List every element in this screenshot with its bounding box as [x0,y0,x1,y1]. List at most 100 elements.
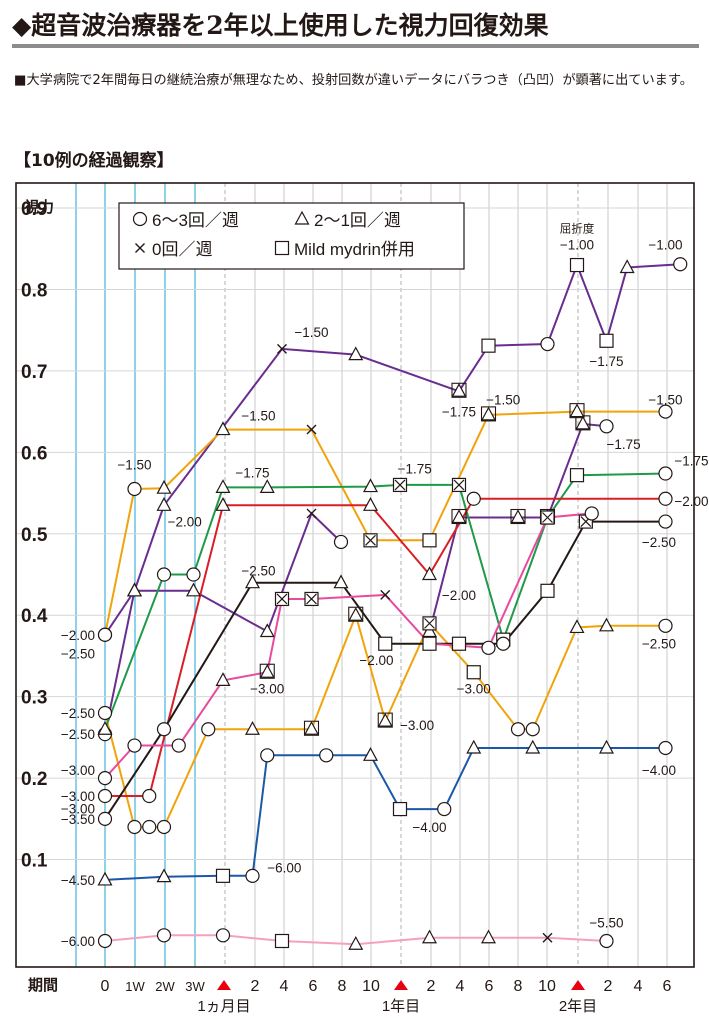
x-tick-label: 6 [663,978,672,995]
data-point [348,935,364,950]
cross-marker [542,932,553,943]
circle-marker [658,618,673,633]
data-point [658,404,673,419]
square-marker [422,636,437,651]
triangle-marker [569,403,585,418]
cross-marker [276,593,288,605]
refraction-label: −3.00 [400,718,434,733]
data-point [598,617,615,632]
cross-marker [394,479,406,491]
page-title: ◆超音波治療器を2年以上使用した視力回復効果 [12,11,549,40]
triangle-marker [156,497,172,511]
square-marker [378,636,393,651]
triangle-marker [348,346,364,361]
refraction-label: −2.00 [168,515,202,530]
legend-entry-label: 6～3回／週 [152,211,239,230]
data-point [510,508,526,525]
data-point [466,491,481,506]
triangle-marker [451,509,467,524]
triangle-marker [294,210,310,225]
circle-marker [156,928,172,943]
data-point [215,421,231,436]
data-point [380,589,391,600]
data-point [97,627,113,642]
square-marker [377,712,393,728]
triangle-marker [525,739,541,754]
data-point [185,582,202,597]
cross-marker [424,617,435,629]
triangle-marker [569,619,585,634]
square-marker [274,240,290,256]
data-point [496,636,511,651]
data-point [274,933,290,949]
circle-marker [186,567,201,582]
triangle-marker [97,871,113,886]
circle-marker [127,481,142,497]
data-point [303,720,320,736]
refraction-label: −2.50 [241,563,275,578]
data-point [362,747,379,761]
triangle-marker [215,672,231,686]
data-point [421,623,438,638]
data-point [392,477,408,493]
refraction-label: −2.50 [642,637,676,652]
refraction-label: −2.00 [674,494,708,509]
data-point [156,497,172,511]
x-tick-label: 8 [514,978,523,995]
y-axis-label: 視力 [23,198,54,216]
data-point [392,801,408,817]
x-tick-label: 2 [604,978,613,995]
triangle-marker [348,935,364,950]
data-point [451,508,467,525]
cross-marker [306,424,317,435]
data-point [377,712,393,728]
data-point [466,739,482,754]
triangle-marker [333,574,349,589]
circle-marker [142,788,157,804]
legend-entry-label: 2～1回／週 [314,211,401,230]
circle-marker [215,928,231,943]
x-tick-label: 4 [456,978,465,995]
refraction-label: −1.50 [117,458,151,473]
data-point [127,481,142,497]
square-marker [569,403,585,419]
cross-marker [542,512,553,523]
data-point [201,722,216,737]
cross-marker [380,589,391,600]
data-point [259,479,275,493]
circle-marker [658,514,673,529]
data-point [215,497,231,511]
data-point [540,336,555,352]
cross-marker [365,534,376,546]
refraction-label: −2.50 [61,727,95,742]
refraction-label: −5.50 [589,915,623,930]
y-tick-label: 0.8 [21,280,47,301]
circle-marker [466,491,481,506]
square-marker [259,663,275,679]
triangle-marker [303,720,320,735]
data-point [215,928,231,943]
square-marker [451,636,467,651]
data-point [540,510,555,525]
data-point [451,382,467,398]
data-point [244,574,261,589]
triangle-marker [466,739,482,754]
data-point [658,514,673,529]
triangle-marker [185,582,202,597]
circle-marker [156,722,172,737]
refraction-label: −4.00 [412,820,446,835]
square-marker [392,801,408,817]
circle-marker [658,466,673,481]
data-point [171,738,186,753]
x-tick-label: 10 [362,978,380,995]
data-point [466,665,481,680]
triangle-marker [215,421,231,436]
refraction-label: −3.50 [61,812,95,827]
y-tick-label: 0.7 [21,362,47,383]
refraction-label: −2.50 [61,706,95,721]
data-point [481,338,496,353]
cross-marker [306,508,317,519]
triangle-marker [259,479,275,493]
triangle-marker [156,479,172,494]
